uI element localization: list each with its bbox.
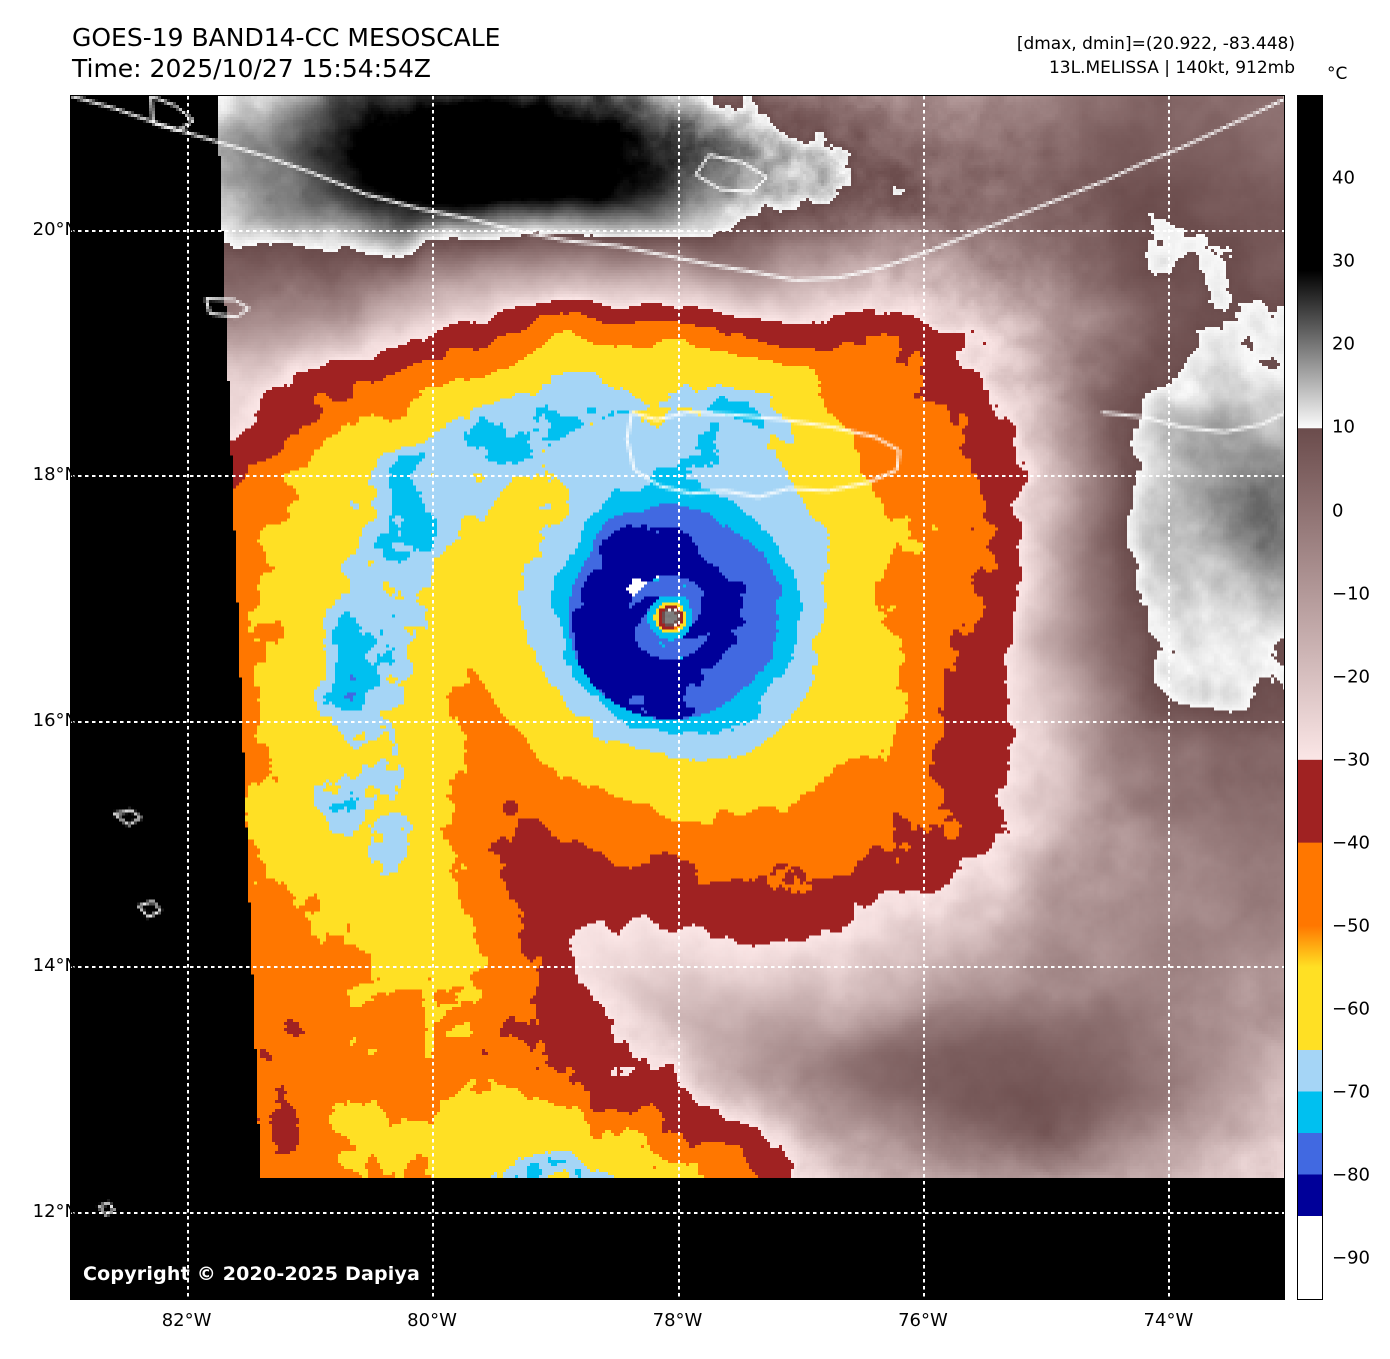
y-tick-label: 14°N bbox=[32, 955, 78, 977]
colorbar-tick-label: −30 bbox=[1332, 749, 1370, 771]
storm-info-label: 13L.MELISSA | 140kt, 912mb bbox=[1048, 58, 1295, 78]
colorbar-tick-label: 20 bbox=[1332, 333, 1355, 355]
colorbar-tick-label: −40 bbox=[1332, 832, 1370, 854]
colorbar-tick-label: −10 bbox=[1332, 583, 1370, 605]
y-tick-label: 20°N bbox=[32, 218, 78, 240]
satellite-image-plot[interactable]: Copyright © 2020-2025 Dapiya bbox=[70, 95, 1285, 1300]
x-tick-label: 80°W bbox=[407, 1310, 457, 1331]
gridline-vertical bbox=[677, 96, 680, 1299]
colorbar-tick-label: 0 bbox=[1332, 500, 1344, 522]
y-tick-label: 18°N bbox=[32, 464, 78, 486]
colorbar-unit-label: °C bbox=[1327, 64, 1348, 84]
gridline-vertical bbox=[432, 96, 435, 1299]
colorbar-tick-label: −70 bbox=[1332, 1081, 1370, 1103]
plot-clip bbox=[71, 96, 1284, 1299]
gridline-horizontal bbox=[71, 720, 1284, 723]
copyright-label: Copyright © 2020-2025 Dapiya bbox=[83, 1263, 421, 1285]
x-tick-label: 74°W bbox=[1143, 1310, 1194, 1331]
gridline-vertical bbox=[1168, 96, 1171, 1299]
colorbar-tick-label: −90 bbox=[1332, 1247, 1370, 1269]
colorbar-tick-label: −20 bbox=[1332, 666, 1370, 688]
colorbar-tick-label: −80 bbox=[1332, 1164, 1370, 1186]
y-tick-label: 12°N bbox=[32, 1200, 78, 1222]
title-block: GOES-19 BAND14-CC MESOSCALE Time: 2025/1… bbox=[72, 22, 500, 84]
gridline-horizontal bbox=[71, 966, 1284, 969]
x-tick-label: 76°W bbox=[898, 1310, 948, 1331]
gridline-horizontal bbox=[71, 229, 1284, 232]
colorbar-tick-label: 10 bbox=[1332, 416, 1355, 438]
colorbar-gradient bbox=[1298, 96, 1322, 1299]
dminmax-label: [dmax, dmin]=(20.922, -83.448) bbox=[1016, 34, 1295, 54]
page-title: GOES-19 BAND14-CC MESOSCALE bbox=[72, 23, 501, 52]
gridline-vertical bbox=[186, 96, 189, 1299]
y-tick-label: 16°N bbox=[32, 709, 78, 731]
colorbar-tick-label: 30 bbox=[1332, 250, 1355, 272]
timestamp-label: Time: 2025/10/27 15:54:54Z bbox=[72, 54, 431, 83]
gridline-vertical bbox=[922, 96, 925, 1299]
colorbar-tick-label: −60 bbox=[1332, 998, 1370, 1020]
colorbar[interactable] bbox=[1297, 95, 1323, 1300]
metadata-block: [dmax, dmin]=(20.922, -83.448) 13L.MELIS… bbox=[1017, 32, 1295, 80]
colorbar-tick-label: 40 bbox=[1332, 167, 1355, 189]
gridline-horizontal bbox=[71, 475, 1284, 478]
gridline-horizontal bbox=[71, 1211, 1284, 1214]
x-tick-label: 78°W bbox=[652, 1310, 703, 1331]
colorbar-tick-label: −50 bbox=[1332, 915, 1370, 937]
x-tick-label: 82°W bbox=[161, 1310, 212, 1331]
